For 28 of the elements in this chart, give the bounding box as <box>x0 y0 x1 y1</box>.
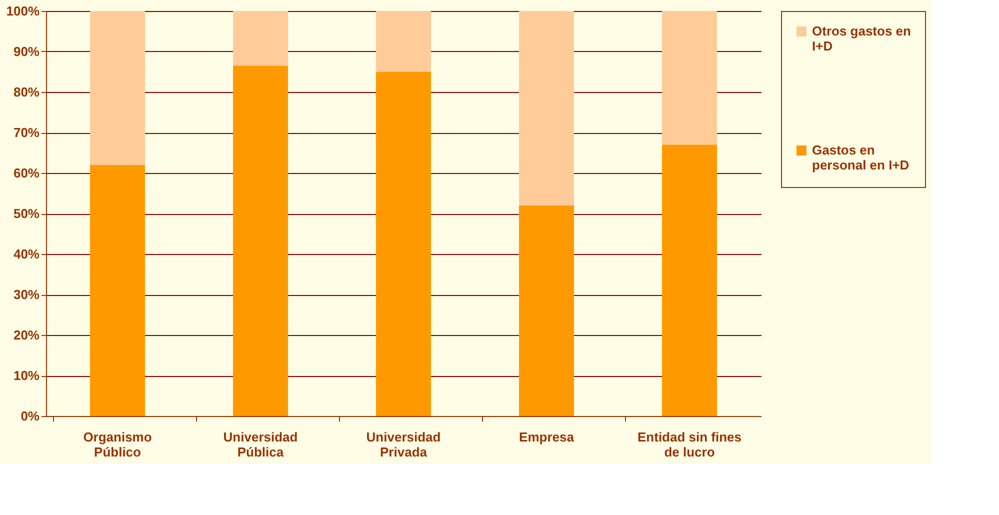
x-tick-label: Empresa <box>519 430 575 444</box>
legend-label: Gastos en personal en I+D <box>812 142 910 172</box>
bar <box>662 144 717 416</box>
bar <box>376 11 431 72</box>
y-tick-label: 40% <box>13 246 40 262</box>
y-tick-label: 60% <box>13 166 40 180</box>
y-tick-label: 80% <box>13 84 40 100</box>
bar <box>233 66 288 416</box>
bar <box>662 11 717 145</box>
y-tick-label: 90% <box>13 44 40 59</box>
y-tick-label: 100% <box>6 4 40 18</box>
y-tick-label: 50% <box>13 206 40 221</box>
y-tick-label: 70% <box>13 125 40 140</box>
x-tick-label: Universidad Pública <box>223 430 298 460</box>
bar <box>519 205 574 416</box>
y-tick-label: 30% <box>13 287 40 302</box>
x-tick-label: Entidad sin fines de lucro <box>637 430 742 460</box>
y-tick-label: 0% <box>20 408 40 424</box>
y-tick-label: 10% <box>13 368 40 383</box>
bar <box>90 164 145 416</box>
bar <box>519 11 574 206</box>
legend-label: Otros gastos en I+D <box>812 24 912 54</box>
x-tick-label: Universidad Privada <box>366 430 441 460</box>
bar <box>90 11 145 165</box>
bar <box>376 72 431 416</box>
y-tick-label: 20% <box>13 328 40 342</box>
bar <box>233 11 288 66</box>
x-tick-label: Organismo Público <box>83 430 152 460</box>
